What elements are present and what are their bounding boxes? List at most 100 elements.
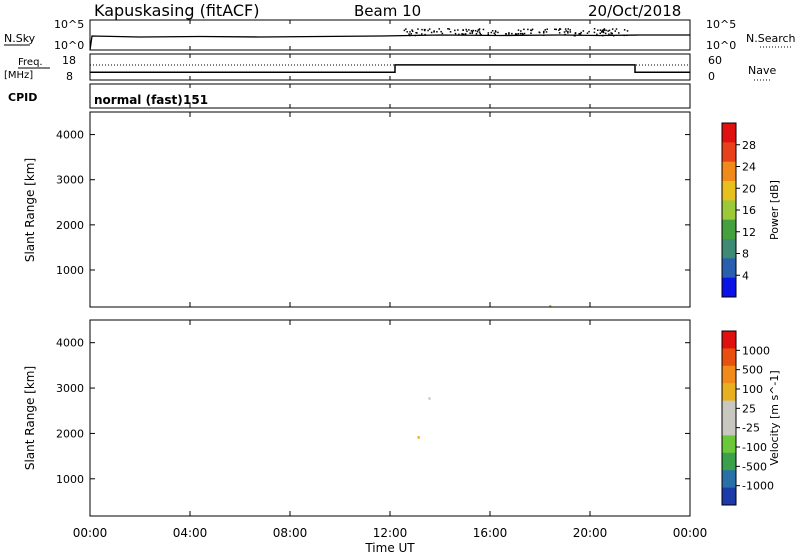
search-noise-dot [580, 31, 582, 34]
search-noise-dot [563, 31, 566, 33]
power-y-tick-label-3: 1000 [56, 264, 84, 277]
search-noise-dot [411, 30, 414, 33]
search-noise-dot [593, 31, 596, 34]
freq-tick-top: 18 [62, 54, 76, 67]
search-noise-dot [421, 33, 423, 35]
search-noise-dot [530, 32, 532, 34]
search-noise-dot [418, 34, 421, 37]
search-noise-dot [448, 28, 451, 30]
velocity-colorbar-tick-label-2: 100 [742, 383, 763, 396]
velocity-colorbar-tick-label-4: -25 [742, 422, 760, 435]
search-noise-dot [531, 28, 534, 31]
nave-tick-top: 60 [708, 54, 722, 67]
search-noise-dot [545, 31, 548, 33]
power-y-ticks: 4000 3000 2000 1000 [56, 129, 690, 277]
search-noise-dot [415, 31, 417, 34]
nave-label: Nave [748, 64, 776, 77]
search-noise-dot [411, 29, 413, 31]
search-noise-dot [430, 31, 433, 34]
search-noise-dot [519, 32, 522, 35]
power-colorbar: 28 24 20 16 12 8 4 Power [dB] [721, 122, 781, 298]
velocity-colorbar-ticks: 1000 500 100 25 -25 -100 -500 -1000 [736, 344, 774, 493]
search-noise-dot [558, 28, 561, 30]
search-noise-dot [423, 29, 426, 32]
search-noise-dot [543, 30, 545, 33]
search-noise-dot [596, 29, 599, 31]
search-noise-dot [491, 30, 494, 32]
search-noise-dot [408, 33, 410, 35]
search-noise-dot [558, 29, 560, 31]
search-noise-dot [470, 30, 473, 32]
search-noise-dot [588, 30, 590, 33]
search-noise-dot [517, 29, 520, 31]
search-noise-dot [493, 32, 496, 34]
velocity-colorbar-swatch-1 [722, 348, 736, 367]
power-colorbar-swatch-3 [722, 181, 736, 201]
search-noise-dot [508, 33, 510, 35]
power-colorbar-tick-label-1: 24 [742, 161, 756, 174]
cpid-panel: CPID normal (fast) 151 [8, 83, 691, 109]
velocity-colorbar-tick-label-0: 1000 [742, 344, 770, 357]
search-noise-dot [471, 30, 474, 33]
search-noise-dot [558, 32, 561, 34]
search-noise-dot [610, 32, 612, 34]
search-noise-dot [476, 30, 479, 33]
beam-title: Beam 10 [354, 2, 421, 20]
search-noise-dot [469, 32, 471, 34]
search-noise-dot [458, 33, 460, 36]
search-noise-dot [578, 32, 580, 35]
search-noise-dots [403, 28, 629, 37]
sky-left-tick-bottom: 10^0 [54, 39, 84, 52]
search-noise-dot [564, 33, 566, 36]
search-noise-dot [511, 32, 513, 35]
search-noise-dot [461, 33, 463, 35]
power-colorbar-swatch-0 [722, 123, 736, 143]
search-noise-dot [417, 28, 419, 30]
x-tick-label-4: 16:00 [473, 526, 508, 540]
search-noise-dot [477, 29, 479, 31]
frequency-line [90, 64, 690, 73]
power-colorbar-swatch-4 [722, 200, 736, 221]
x-tick-label-3: 12:00 [373, 526, 408, 540]
power-colorbar-swatch-5 [722, 219, 736, 240]
search-noise-dot [433, 30, 435, 32]
search-noise-dot [478, 28, 481, 30]
power-colorbar-label: Power [dB] [768, 180, 781, 240]
velocity-colorbar-swatch-7 [722, 452, 736, 471]
search-noise-dot [436, 31, 438, 33]
velocity-colorbar-tick-label-1: 500 [742, 364, 763, 377]
search-noise-dot [613, 34, 615, 37]
search-noise-dot [414, 34, 417, 37]
search-noise-dot [604, 32, 607, 35]
search-noise-dot [599, 32, 602, 35]
velocity-colorbar-swatch-0 [722, 331, 736, 349]
search-noise-dot [475, 33, 478, 35]
search-noise-dot [410, 33, 413, 35]
power-colorbar-ticks: 28 24 20 16 12 8 4 [736, 139, 756, 282]
search-noise-dot [618, 32, 620, 34]
sky-right-tick-bottom: 10^0 [706, 39, 736, 52]
sky-left-label: N.Sky [4, 32, 36, 45]
search-noise-dot [521, 32, 523, 35]
velocity-colorbar-swatch-9 [722, 487, 736, 506]
station-title: Kapuskasing (fitACF) [94, 1, 259, 20]
velocity-colorbar: 1000 500 100 25 -25 -100 -500 -1000 Velocity [m… [721, 330, 781, 506]
search-noise-dot [472, 29, 475, 32]
search-noise-dot [480, 33, 482, 36]
search-noise-dot [625, 34, 628, 36]
search-noise-dot [515, 33, 518, 36]
velocity-colorbar-tick-label-3: 25 [742, 402, 756, 415]
power-colorbar-tick-label-4: 12 [742, 226, 756, 239]
velocity-colorbar-tick-label-6: -500 [742, 460, 767, 473]
search-noise-dot [569, 31, 572, 33]
power-colorbar-swatch-1 [722, 142, 736, 163]
search-noise-dot [515, 32, 517, 35]
search-noise-dot [522, 34, 524, 36]
power-colorbar-swatch-6 [722, 239, 736, 259]
search-noise-dot [479, 32, 481, 35]
power-colorbar-swatch-7 [722, 258, 736, 279]
x-tick-label-0: 00:00 [73, 526, 108, 540]
velocity-y-tick-label-1: 3000 [56, 382, 84, 395]
search-noise-dot [608, 29, 611, 32]
search-noise-dot [602, 34, 604, 37]
